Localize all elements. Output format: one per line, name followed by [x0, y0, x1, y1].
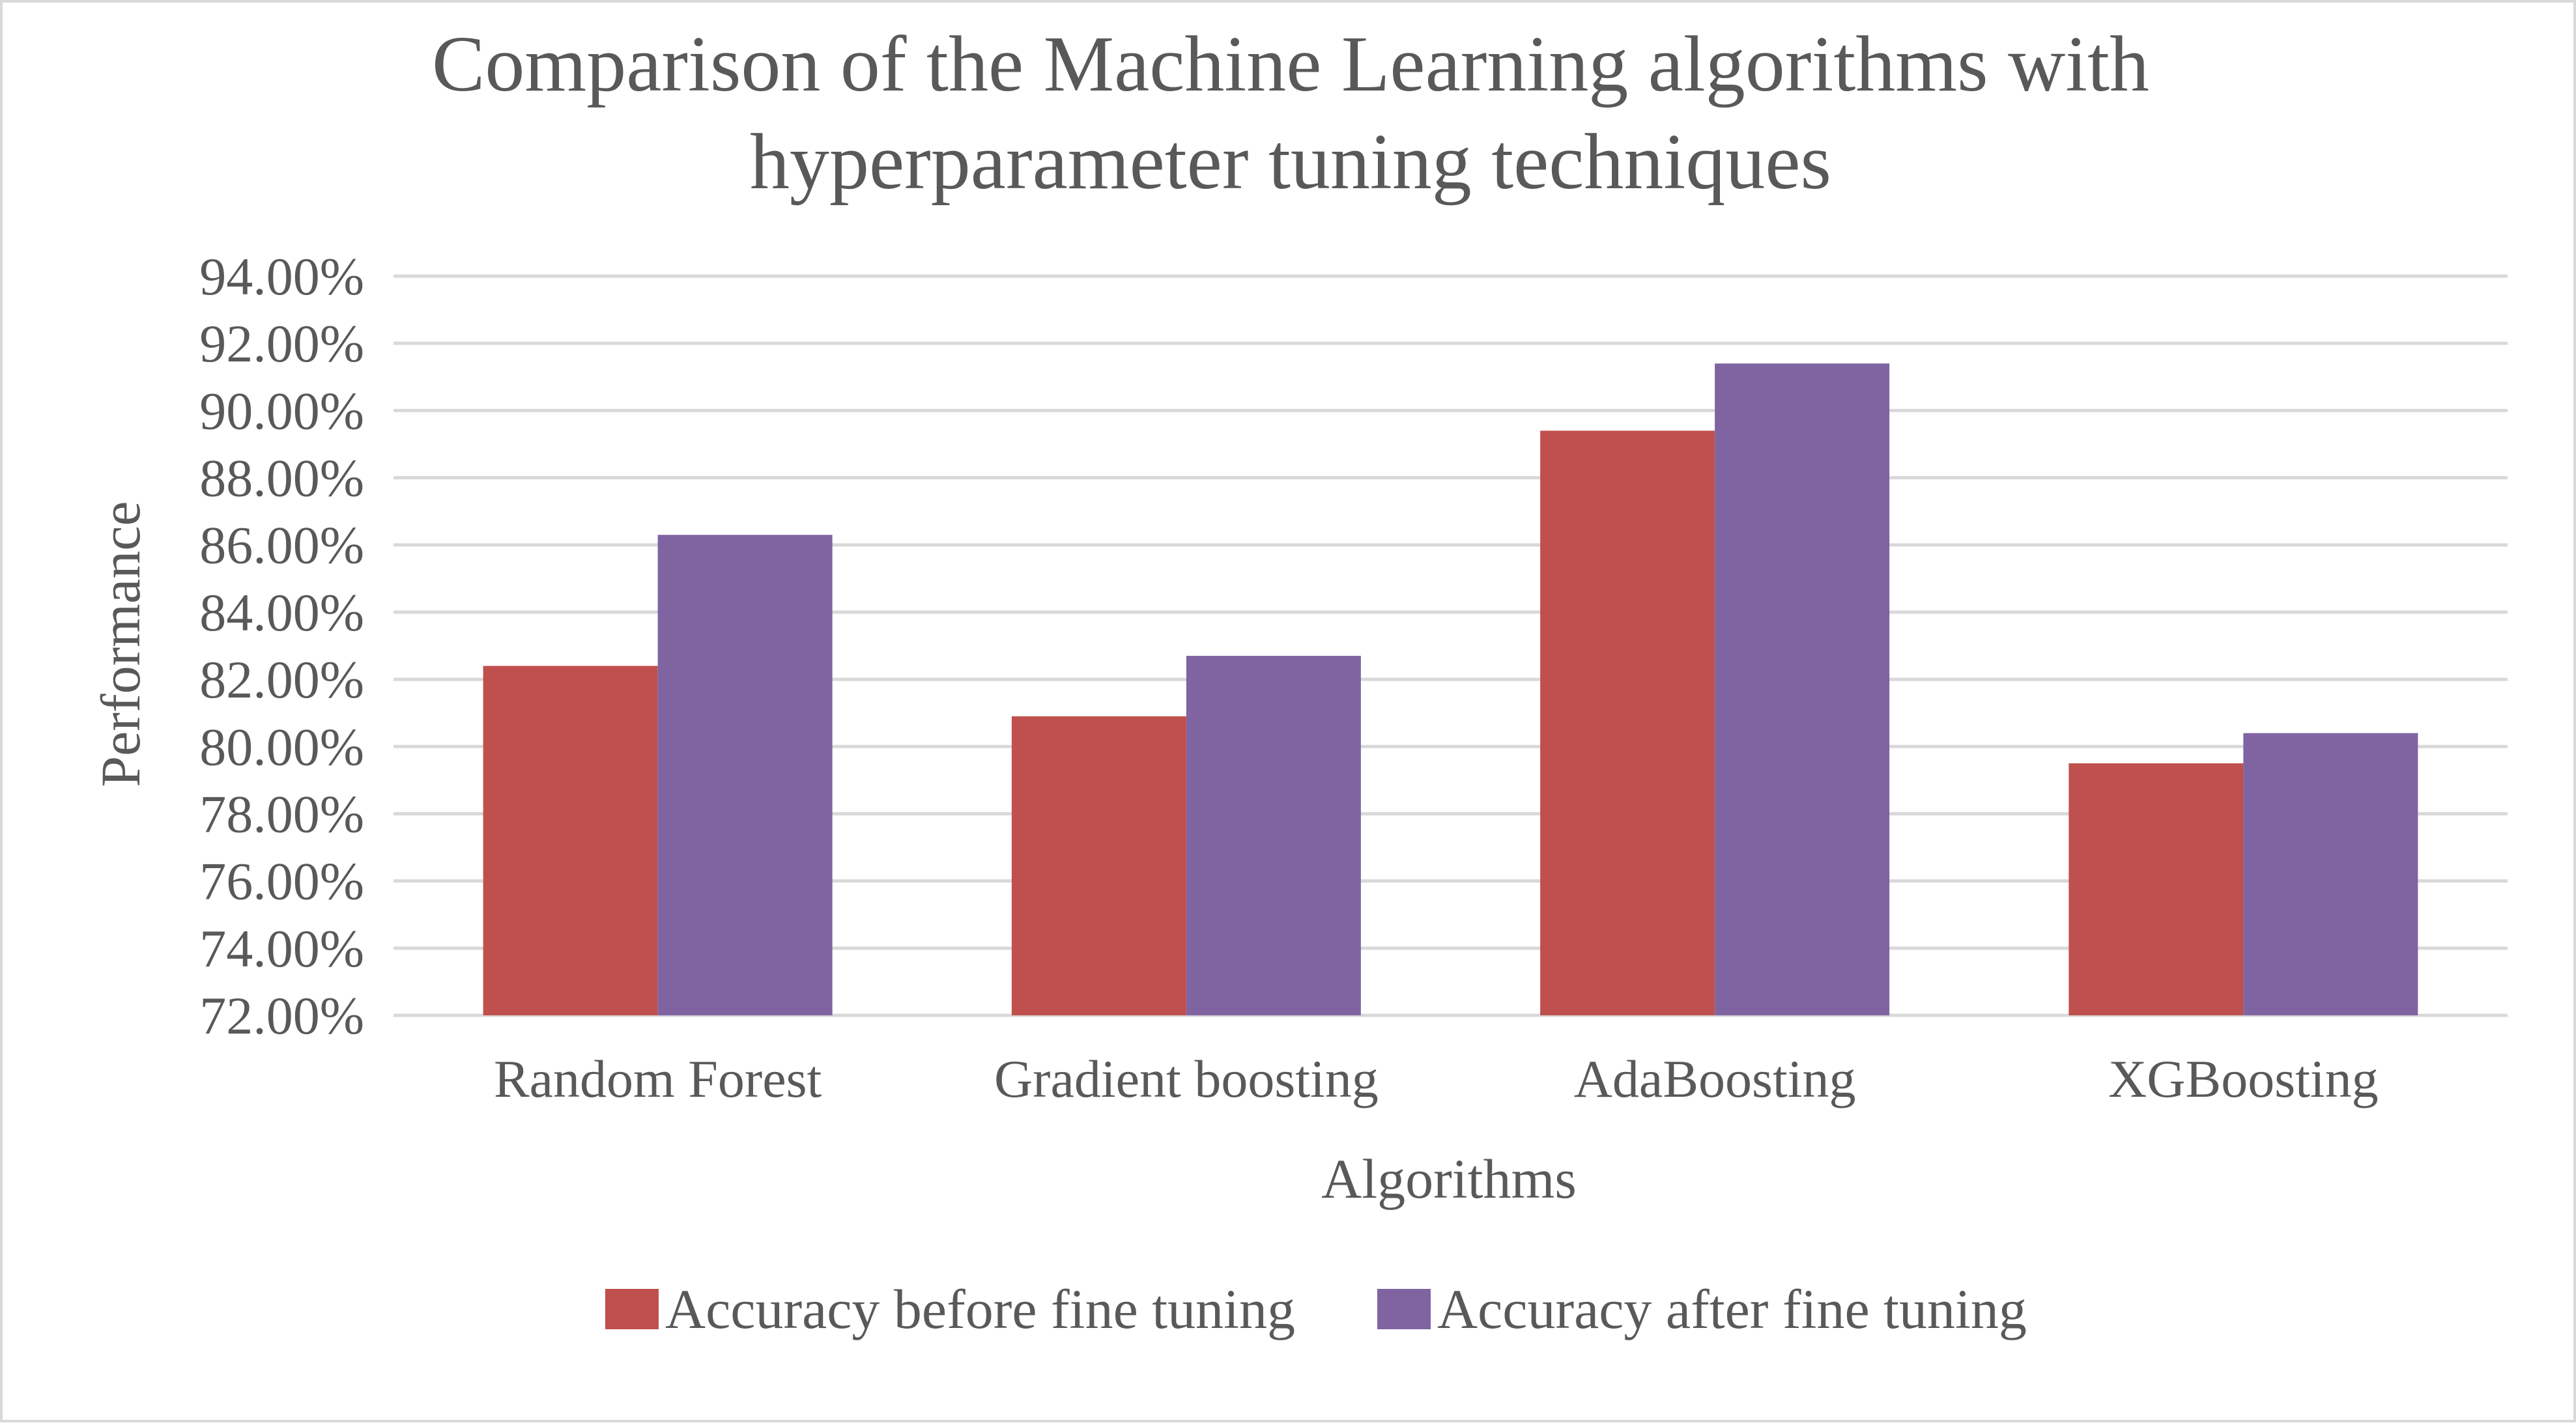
y-tick-label: 86.00% — [199, 516, 364, 575]
x-tick-label: XGBoosting — [2108, 1049, 2379, 1108]
bar-chart: Comparison of the Machine Learning algor… — [89, 20, 2508, 1340]
y-tick-label: 82.00% — [199, 650, 364, 709]
legend-swatch — [1377, 1289, 1431, 1329]
y-tick-label: 80.00% — [199, 717, 364, 776]
y-tick-label: 90.00% — [199, 381, 364, 440]
x-tick-label: AdaBoosting — [1574, 1049, 1856, 1108]
bar — [1540, 430, 1715, 1015]
bar — [483, 666, 658, 1015]
y-tick-label: 84.00% — [199, 583, 364, 642]
y-tick-label: 92.00% — [199, 314, 364, 373]
bar — [2243, 733, 2418, 1015]
x-tick-label: Random Forest — [494, 1049, 822, 1108]
bar — [1011, 716, 1186, 1015]
y-tick-label: 78.00% — [199, 784, 364, 843]
bars — [483, 363, 2418, 1015]
y-axis-ticks: 72.00% 74.00% 76.00% 78.00% 80.00% 82.00% 84.0… — [199, 247, 364, 1045]
y-tick-label: 76.00% — [199, 852, 364, 911]
y-tick-label: 94.00% — [199, 247, 364, 306]
y-tick-label: 74.00% — [199, 919, 364, 978]
legend-swatch — [605, 1289, 659, 1329]
legend-label: Accuracy after fine tuning — [1437, 1278, 2027, 1340]
bar — [1715, 363, 1890, 1015]
x-axis-title: Algorithms — [1321, 1148, 1577, 1210]
y-tick-label: 88.00% — [199, 449, 364, 508]
y-axis-title: Performance — [89, 501, 152, 787]
chart-title-line-2: hyperparameter tuning techniques — [750, 118, 1831, 206]
bar — [2068, 763, 2244, 1015]
x-tick-label: Gradient boosting — [994, 1049, 1379, 1108]
legend: Accuracy before fine tuning Accuracy afte… — [605, 1278, 2027, 1340]
bar — [657, 535, 833, 1015]
chart-title-line-1: Comparison of the Machine Learning algor… — [432, 20, 2149, 108]
x-axis-ticks: Random Forest Gradient boosting AdaBoostin… — [494, 1049, 2379, 1108]
legend-label: Accuracy before fine tuning — [665, 1278, 1295, 1340]
bar — [1186, 655, 1361, 1015]
y-tick-label: 72.00% — [199, 986, 364, 1045]
